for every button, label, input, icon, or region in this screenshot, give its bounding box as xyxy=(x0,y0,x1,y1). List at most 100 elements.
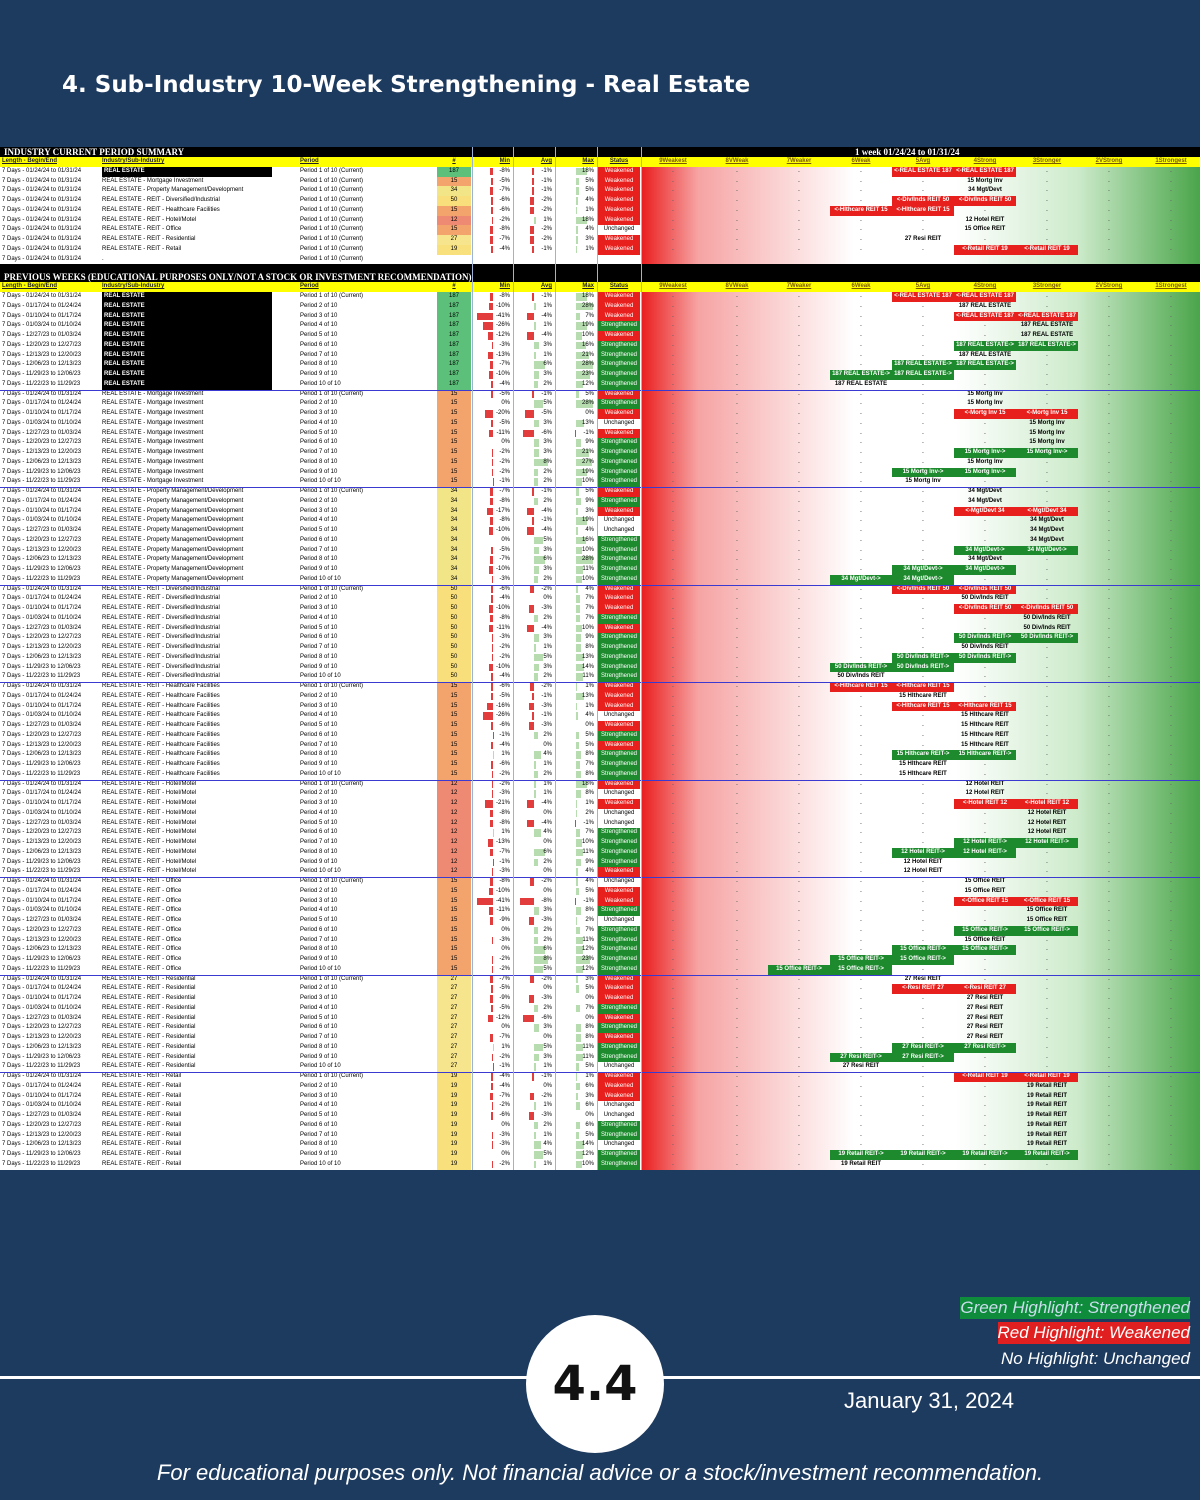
length-cell: 7 Days - 11/22/23 to 11/29/23 xyxy=(2,868,81,875)
value-bar xyxy=(534,858,538,866)
value-bar xyxy=(488,332,493,340)
max-cell: 4% xyxy=(585,712,594,719)
score-cell: . xyxy=(922,1073,924,1079)
score-cell: . xyxy=(672,458,674,465)
score-cell: . xyxy=(672,644,674,650)
score-gradient xyxy=(642,1013,1200,1024)
period-cell: Period 8 of 10 xyxy=(300,751,338,758)
table-row: 15 7 Days - 01/10/24 to 01/17/24 REAL ESTA… xyxy=(0,701,1200,712)
score-cell: . xyxy=(1108,858,1110,865)
score-cell: . xyxy=(798,1160,800,1167)
score-cell: . xyxy=(736,575,738,582)
score-cell: <-REAL ESTATE 187 xyxy=(892,292,954,302)
count-cell: 19 xyxy=(437,1130,471,1141)
min-cell: -41% xyxy=(495,897,510,904)
score-cell: . xyxy=(672,351,674,358)
score-cell: . xyxy=(1170,897,1172,904)
value-bar xyxy=(532,390,534,398)
max-cell: 0% xyxy=(585,410,594,416)
length-cell: 7 Days - 12/27/23 to 01/03/24 xyxy=(2,917,82,923)
score-cell: . xyxy=(1108,546,1110,553)
score-cell: . xyxy=(672,692,674,699)
value-bar xyxy=(576,1151,584,1159)
score-cell: . xyxy=(1108,216,1110,223)
score-cell: . xyxy=(1046,995,1048,1001)
header-cell: 6Weak xyxy=(851,158,871,164)
min-cell: -2% xyxy=(499,468,510,475)
count-cell: 15 xyxy=(437,701,471,712)
min-cell: 0% xyxy=(501,946,510,953)
score-cell: 50 Div/Inds REIT xyxy=(837,673,885,680)
max-cell: 6% xyxy=(585,1102,594,1109)
length-cell: 7 Days - 12/20/23 to 12/27/23 xyxy=(2,1121,82,1128)
score-cell: . xyxy=(984,322,986,329)
period-cell: Period 10 of 10 xyxy=(300,575,341,582)
table-row: 15 7 Days - 11/22/23 to 11/29/23 REAL ESTA… xyxy=(0,769,1200,780)
score-cell: <-Hlthcare REIT 15 xyxy=(830,205,892,216)
score-cell: . xyxy=(1108,478,1110,485)
score-cell: . xyxy=(672,226,674,233)
industry-cell: REAL ESTATE - REIT - Office xyxy=(102,936,182,943)
value-bar xyxy=(576,197,579,205)
score-cell: . xyxy=(1170,566,1172,572)
score-cell: . xyxy=(1108,819,1110,826)
score-cell: . xyxy=(672,1092,674,1099)
score-cell: . xyxy=(798,868,800,875)
score-cell: . xyxy=(1170,187,1172,194)
score-cell: . xyxy=(1170,936,1172,943)
score-cell: . xyxy=(1170,751,1172,758)
score-cell: . xyxy=(1170,956,1172,962)
score-gradient xyxy=(642,526,1200,536)
score-cell: . xyxy=(1046,458,1048,465)
period-cell: Period 10 of 10 xyxy=(300,770,341,777)
score-cell: . xyxy=(1046,741,1048,748)
score-cell: . xyxy=(922,449,924,455)
score-cell: . xyxy=(984,1063,986,1070)
length-cell: 7 Days - 12/20/23 to 12/27/23 xyxy=(2,731,82,738)
score-gradient xyxy=(642,555,1200,565)
score-cell: . xyxy=(736,341,738,348)
score-cell: . xyxy=(736,663,738,670)
max-cell: 7% xyxy=(585,595,594,602)
score-cell: . xyxy=(798,226,800,233)
status-badge: Weakened xyxy=(598,623,640,634)
avg-cell: 6% xyxy=(543,848,552,855)
score-gradient xyxy=(642,1091,1200,1102)
score-cell: . xyxy=(1170,995,1172,1001)
max-cell: 5% xyxy=(585,390,594,397)
min-cell: -8% xyxy=(499,226,510,233)
length-cell: 7 Days - 12/27/23 to 01/03/24 xyxy=(2,722,82,728)
current-section-header: INDUSTRY CURRENT PERIOD SUMMARY 1 week 01… xyxy=(0,147,1200,157)
score-cell: . xyxy=(736,585,738,592)
score-cell: . xyxy=(984,868,986,875)
industry-cell: REAL ESTATE - REIT - Hotel/Motel xyxy=(102,829,197,836)
count-cell: 19 xyxy=(437,1111,471,1121)
group-separator xyxy=(0,389,1200,391)
value-bar xyxy=(576,790,581,798)
score-cell: . xyxy=(860,946,862,953)
score-cell: . xyxy=(672,536,674,543)
period-cell: Period 5 of 10 xyxy=(300,819,338,826)
score-cell: . xyxy=(736,809,738,816)
max-cell: 9% xyxy=(585,439,594,446)
score-cell: . xyxy=(984,236,986,242)
score-cell: . xyxy=(798,575,800,582)
score-cell: . xyxy=(1108,341,1110,348)
score-cell: . xyxy=(736,1082,738,1089)
score-cell: . xyxy=(860,595,862,602)
score-cell: . xyxy=(798,197,800,203)
count-cell: 50 xyxy=(437,623,471,634)
score-cell: . xyxy=(860,419,862,426)
length-cell: 7 Days - 01/24/24 to 01/31/24 xyxy=(2,488,82,494)
max-cell: 4% xyxy=(585,868,594,875)
min-cell: -2% xyxy=(499,458,510,465)
value-bar xyxy=(530,585,534,593)
status-badge: Strengthened xyxy=(598,750,640,760)
avg-cell: 6% xyxy=(543,556,552,563)
industry-cell: REAL ESTATE xyxy=(102,340,272,351)
score-cell: . xyxy=(1108,575,1110,582)
score-cell: . xyxy=(672,663,674,670)
value-bar xyxy=(576,673,583,681)
score-cell: . xyxy=(736,683,738,689)
score-gradient xyxy=(642,176,1200,187)
